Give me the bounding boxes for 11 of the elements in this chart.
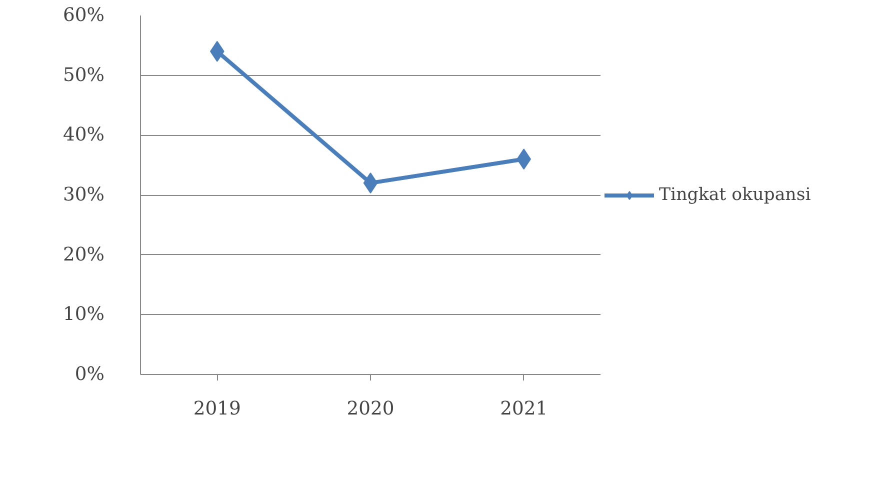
y-tick-label: 40%	[63, 124, 104, 146]
y-tick-label: 60%	[63, 5, 104, 26]
x-tick-label: 2019	[193, 398, 241, 420]
y-tick-label: 20%	[63, 244, 104, 266]
x-tick-label: 2021	[500, 398, 548, 420]
x-tick-label: 2020	[346, 398, 394, 420]
y-tick-label: 0%	[74, 364, 105, 385]
legend-label: Tingkat okupansi	[659, 184, 811, 204]
y-tick-label: 50%	[63, 64, 104, 86]
y-tick-label: 10%	[63, 304, 104, 326]
y-tick-label: 30%	[63, 184, 104, 206]
